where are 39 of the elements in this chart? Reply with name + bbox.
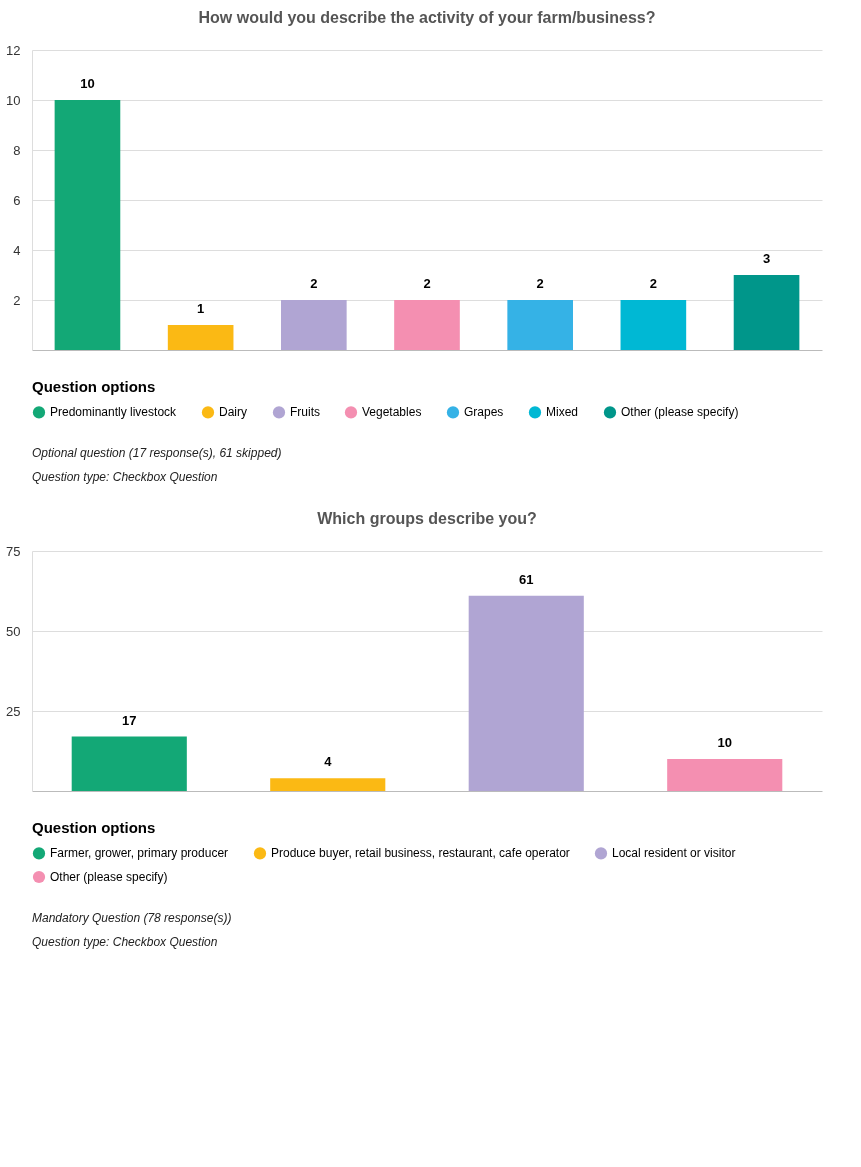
data-label: 4 — [324, 754, 333, 770]
text: Question type: Checkbox Question — [32, 470, 218, 484]
data-label: 2 — [423, 276, 431, 291]
data-label: 10 — [80, 76, 95, 91]
text: Question type: Checkbox Question — [32, 935, 218, 949]
data-label: 2 — [310, 276, 318, 291]
legend-title: Question options — [32, 378, 156, 395]
data-label: 17 — [122, 712, 137, 728]
legend-label: Mixed — [546, 405, 579, 420]
data-label: 2 — [536, 276, 544, 291]
y-tick-label: 6 — [13, 192, 21, 208]
y-tick-label: 25 — [6, 703, 21, 719]
y-tick-label: 4 — [13, 242, 21, 258]
legend-label: Fruits — [290, 405, 320, 420]
y-tick-label: 8 — [13, 142, 21, 158]
legend-label: Vegetables — [362, 405, 422, 420]
legend-label: Other (please specify) — [621, 405, 739, 420]
data-label: 2 — [649, 276, 657, 291]
text: Optional question (17 response(s), 61 skipped) — [32, 446, 282, 460]
y-tick-label: 75 — [6, 543, 21, 559]
legend-label: Local resident or visitor — [612, 846, 736, 861]
legend-label: Produce buyer, retail business, restaurant, cafe operator — [271, 846, 570, 861]
legend-label: Farmer, grower, primary producer — [50, 846, 229, 861]
data-label: 10 — [717, 735, 732, 750]
y-tick-label: 2 — [13, 292, 21, 308]
legend-label: Other (please specify) — [50, 870, 168, 884]
data-label: 61 — [519, 571, 534, 587]
legend-label: Grapes — [464, 405, 504, 420]
y-tick-label: 10 — [6, 92, 21, 108]
legend-label: Dairy — [219, 405, 248, 420]
legend-label: Predominantly livestock — [50, 405, 178, 420]
legend-title: Question options — [32, 819, 156, 836]
chart-title: Which groups describe you? — [317, 510, 537, 527]
data-label: 3 — [762, 251, 771, 266]
data-label: 1 — [197, 301, 205, 316]
text: Mandatory Question (78 response(s)) — [32, 911, 232, 925]
chart-title: How would you describe the activity of your farm/business? — [198, 9, 656, 26]
y-tick-label: 12 — [6, 42, 21, 58]
y-tick-label: 50 — [6, 623, 21, 639]
